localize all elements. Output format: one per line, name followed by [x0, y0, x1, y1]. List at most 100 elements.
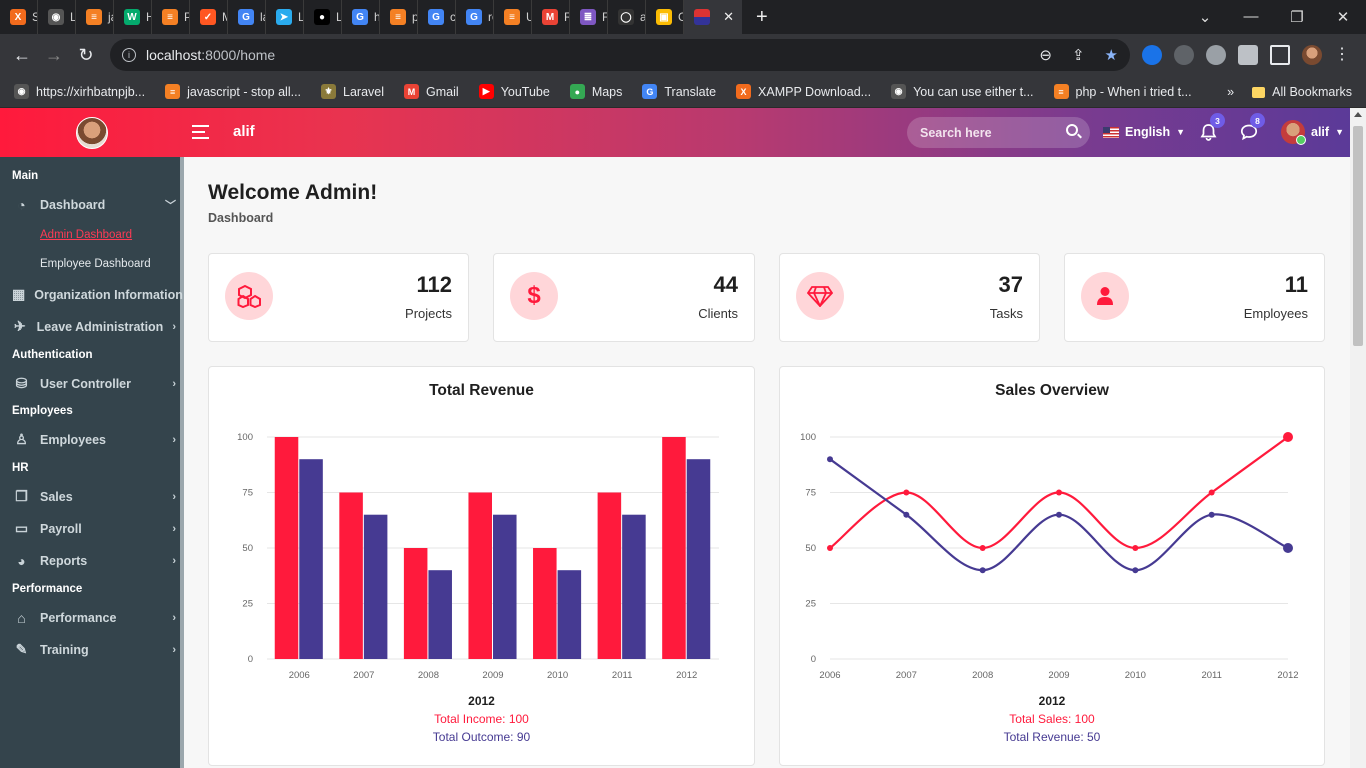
user-menu[interactable]: alif ▼ [1281, 120, 1344, 145]
logo-avatar[interactable] [76, 117, 108, 149]
bookmark-item[interactable]: ≡ php - When i tried t... [1053, 84, 1192, 99]
browser-tab[interactable]: ● Lar [304, 0, 342, 34]
browser-tab[interactable]: ≡ java [76, 0, 114, 34]
sidebar-item-employees[interactable]: ♙ Employees › [12, 431, 176, 447]
search-input[interactable]: Search here [907, 117, 1090, 148]
legend-heading: 2012 [1038, 694, 1066, 708]
sidebar-item-payroll[interactable]: ▭ Payroll › [12, 520, 176, 536]
back-icon[interactable]: ← [13, 44, 31, 65]
plane-icon: ✈ [13, 318, 26, 334]
search-icon[interactable] [1066, 124, 1078, 136]
more-bookmarks-button[interactable]: » [1227, 85, 1235, 99]
bookmark-label: XAMPP Download... [758, 84, 872, 99]
data-point [979, 545, 986, 551]
browser-tab[interactable]: Gcar [418, 0, 456, 34]
browser-tab[interactable]: ▣ Go [646, 0, 684, 34]
extension-recycle-icon[interactable] [1174, 45, 1194, 65]
browser-tab[interactable]: M Res [532, 0, 570, 34]
all-bookmarks-button[interactable]: All Bookmarks [1252, 85, 1352, 99]
sidebar-item-user-controller[interactable]: ⛁ User Controller › [12, 375, 176, 391]
bookmark-item[interactable]: X XAMPP Download... [736, 84, 871, 99]
minimize-button[interactable]: — [1243, 8, 1259, 25]
browser-tab[interactable]: ≣ FUI [570, 0, 608, 34]
data-point [1056, 511, 1062, 518]
close-tab-icon[interactable]: ✕ [723, 9, 734, 24]
sidebar-subitem-employee-dashboard[interactable]: Employee Dashboard [40, 258, 151, 270]
bookmark-item[interactable]: G Translate [642, 84, 716, 99]
scroll-up-arrow[interactable] [1354, 112, 1362, 117]
tab-title: Go [678, 10, 683, 24]
tab-favicon-icon: G [428, 9, 444, 25]
browser-tab[interactable]: Glara [228, 0, 266, 34]
x-tick-label: 2010 [547, 670, 568, 681]
restore-button[interactable]: ❐ [1290, 9, 1304, 26]
browser-tab-active[interactable]: ✕ [684, 0, 742, 34]
bar [597, 492, 622, 659]
browser-tab[interactable]: X Sial [0, 0, 38, 34]
bookmark-favicon-icon: ● [569, 84, 585, 99]
browser-tab[interactable]: ➤ Log [266, 0, 304, 34]
sidebar-item-dashboard[interactable]: ◔ Dashboard ﹀ [12, 197, 176, 213]
bookmark-star-icon[interactable]: ★ [1104, 47, 1118, 64]
messages-icon[interactable]: 8 [1240, 113, 1265, 146]
reload-icon[interactable]: ↻ [78, 44, 94, 65]
tab-title: Usi [526, 10, 531, 24]
language-dropdown[interactable]: English ▼ [1103, 125, 1185, 139]
sidebar-item-label: Training [40, 642, 89, 657]
x-tick-label: 2006 [819, 670, 840, 681]
hamburger-menu-icon[interactable] [192, 125, 209, 143]
bookmark-item[interactable]: ◉ You can use either t... [891, 84, 1034, 99]
menu-icon[interactable]: ⋮ [1334, 46, 1350, 63]
brand-name: alif [233, 123, 255, 140]
scrollbar-thumb[interactable] [1353, 126, 1363, 346]
profile-avatar[interactable] [1302, 45, 1322, 65]
sidebar-item-sales[interactable]: ❐ Sales › [12, 488, 176, 504]
browser-tab[interactable]: ≡ php [380, 0, 418, 34]
notifications-bell-icon[interactable]: 3 [1200, 113, 1225, 146]
stat-value: 11 [1284, 272, 1308, 297]
puzzle-icon[interactable] [1238, 45, 1258, 65]
sidebar-item-leave[interactable]: ✈ Leave Administration › [12, 318, 176, 334]
browser-tab[interactable]: ≡ Usi [494, 0, 532, 34]
sidebar-subitem-admin-dashboard[interactable]: Admin Dashboard [40, 229, 133, 241]
browser-tab[interactable]: ◉ Log [38, 0, 76, 34]
tab-favicon-icon: ▣ [656, 9, 672, 25]
bookmark-item[interactable]: ≡ javascript - stop all... [165, 84, 301, 99]
browser-tab[interactable]: ◯ alif [608, 0, 646, 34]
browser-tab[interactable]: ≡ Pos [152, 0, 190, 34]
sidebar-item-performance[interactable]: ⌂ Performance › [12, 609, 176, 626]
bookmark-item[interactable]: M Gmail [404, 84, 459, 99]
extension-gear-icon[interactable] [1206, 45, 1226, 65]
browser-tab[interactable]: Ghov [342, 0, 380, 34]
sidebar-item-training[interactable]: ✎ Training › [12, 641, 176, 657]
address-bar[interactable]: i localhost:8000/home ⊖ ⇪ ★ [110, 39, 1130, 71]
chevron-right-icon: › [172, 554, 176, 567]
browser-tab[interactable]: Grou [456, 0, 494, 34]
tab-favicon-icon: ➤ [276, 9, 292, 25]
diamond-icon [796, 272, 844, 320]
side-panel-icon[interactable] [1270, 45, 1290, 65]
sales-overview-line-chart: 0 25 50 75 100 2006 2007 2008 2009 2010 2011 2012 [800, 432, 1299, 681]
tab-title: HTI [146, 10, 151, 24]
sidebar-item-organization[interactable]: ▦ Organization Information [12, 286, 183, 302]
browser-tab[interactable]: ✓ Mo [190, 0, 228, 34]
page-scrollbar[interactable] [1350, 108, 1366, 768]
bookmark-item[interactable]: ◉ https://xirhbatnpjb... [14, 84, 145, 99]
tab-favicon-icon: G [238, 9, 254, 25]
x-tick-label: 2012 [1277, 670, 1298, 681]
info-icon[interactable]: i [122, 48, 136, 62]
bookmark-item[interactable]: ⚜ Laravel [321, 84, 384, 99]
new-tab-button[interactable]: + [756, 5, 768, 28]
graduation-cap-icon: ⌂ [17, 609, 26, 626]
zoom-icon[interactable]: ⊖ [1039, 47, 1052, 64]
bookmark-item[interactable]: ▶ YouTube [478, 84, 550, 99]
browser-tab[interactable]: W HTI [114, 0, 152, 34]
x-tick-label: 2011 [612, 670, 632, 681]
tab-search-icon[interactable]: ⌄ [1198, 9, 1212, 26]
forward-icon[interactable]: → [45, 44, 63, 65]
share-icon[interactable]: ⇪ [1071, 47, 1085, 64]
bookmark-item[interactable]: ● Maps [569, 84, 622, 99]
sidebar-item-reports[interactable]: ◕ Reports › [12, 553, 176, 569]
close-window-button[interactable]: ✕ [1336, 9, 1350, 26]
extension-edge-icon[interactable] [1142, 45, 1162, 65]
